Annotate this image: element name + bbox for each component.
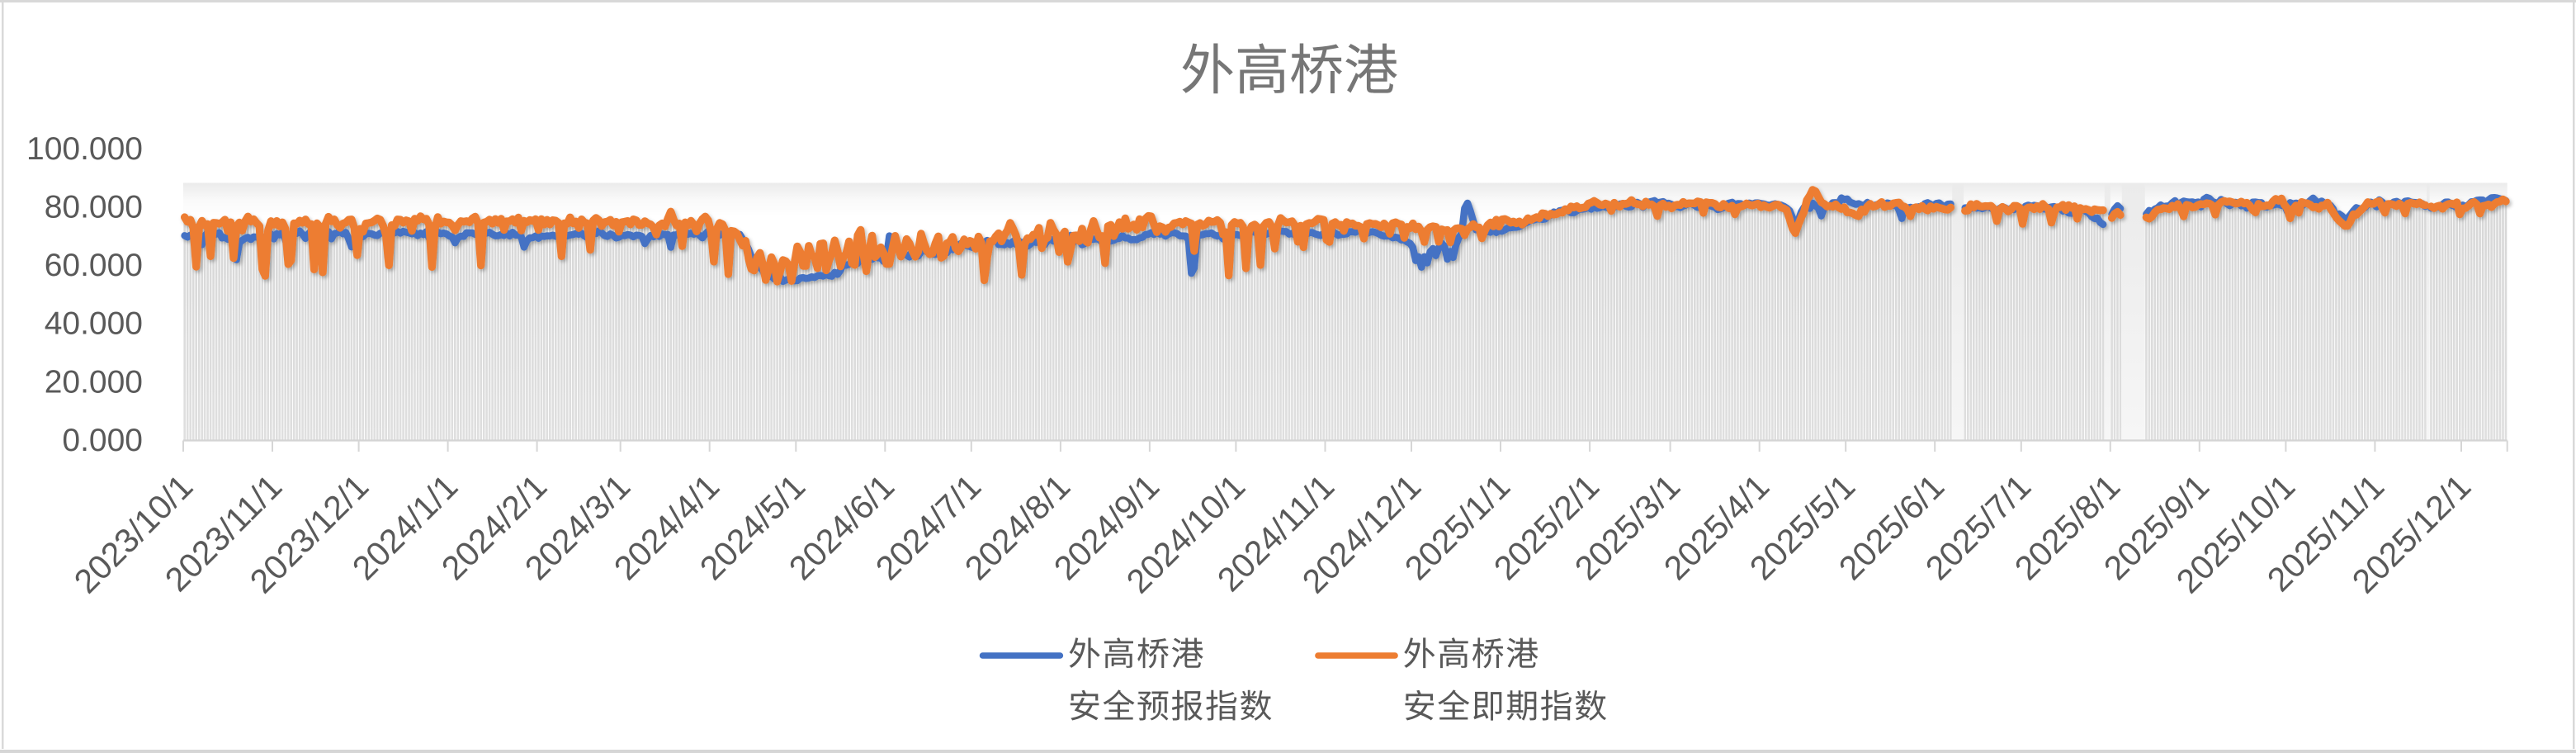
- svg-text:80.000: 80.000: [45, 190, 143, 225]
- svg-text:0.000: 0.000: [62, 423, 143, 458]
- svg-text:40.000: 40.000: [45, 306, 143, 342]
- svg-text:20.000: 20.000: [45, 364, 143, 400]
- svg-text:60.000: 60.000: [45, 248, 143, 283]
- svg-text:100.000: 100.000: [26, 131, 143, 167]
